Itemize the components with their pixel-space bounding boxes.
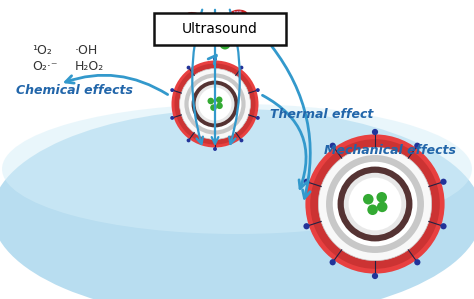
Text: ·OH: ·OH (75, 45, 98, 57)
Circle shape (213, 147, 217, 151)
Circle shape (216, 103, 223, 109)
Circle shape (256, 116, 260, 120)
Circle shape (326, 155, 424, 253)
Text: ¹O₂: ¹O₂ (32, 45, 52, 57)
Circle shape (333, 162, 417, 246)
Circle shape (187, 66, 191, 70)
Text: Chemical effects: Chemical effects (17, 85, 134, 97)
Circle shape (199, 88, 231, 120)
FancyBboxPatch shape (154, 13, 286, 45)
Circle shape (348, 178, 401, 231)
Circle shape (208, 98, 214, 104)
Circle shape (219, 39, 230, 50)
Circle shape (329, 259, 336, 266)
Circle shape (204, 24, 216, 34)
Circle shape (191, 81, 238, 127)
Circle shape (229, 28, 240, 39)
Circle shape (305, 134, 445, 274)
Circle shape (363, 194, 374, 205)
Circle shape (440, 223, 447, 229)
Text: O₂·⁻: O₂·⁻ (32, 60, 57, 74)
Text: Thermal effect: Thermal effect (270, 108, 374, 120)
Circle shape (414, 143, 420, 149)
Circle shape (329, 143, 336, 149)
Circle shape (256, 88, 260, 92)
Circle shape (174, 63, 255, 144)
Text: H₂O₂: H₂O₂ (75, 60, 104, 74)
Circle shape (239, 138, 244, 142)
Circle shape (170, 116, 174, 120)
Circle shape (372, 273, 378, 279)
Circle shape (414, 259, 420, 266)
Circle shape (180, 68, 250, 139)
Circle shape (187, 138, 191, 142)
Circle shape (319, 147, 432, 261)
Circle shape (170, 88, 174, 92)
Circle shape (184, 73, 246, 135)
Circle shape (377, 202, 387, 212)
Circle shape (337, 167, 412, 241)
Circle shape (367, 205, 378, 215)
Circle shape (376, 192, 387, 202)
Text: Ultrasound: Ultrasound (182, 22, 258, 36)
Circle shape (303, 179, 310, 185)
Ellipse shape (0, 109, 474, 299)
Text: Mechanical effects: Mechanical effects (324, 144, 456, 158)
Circle shape (256, 33, 267, 45)
Ellipse shape (2, 104, 472, 234)
Circle shape (239, 66, 244, 70)
Circle shape (195, 85, 235, 123)
Circle shape (172, 60, 258, 147)
Circle shape (210, 104, 217, 111)
Circle shape (310, 139, 440, 269)
Circle shape (216, 97, 222, 103)
Circle shape (372, 129, 378, 135)
Circle shape (213, 57, 217, 61)
Circle shape (189, 78, 241, 130)
Circle shape (303, 223, 310, 229)
Circle shape (440, 179, 447, 185)
Circle shape (344, 173, 406, 235)
